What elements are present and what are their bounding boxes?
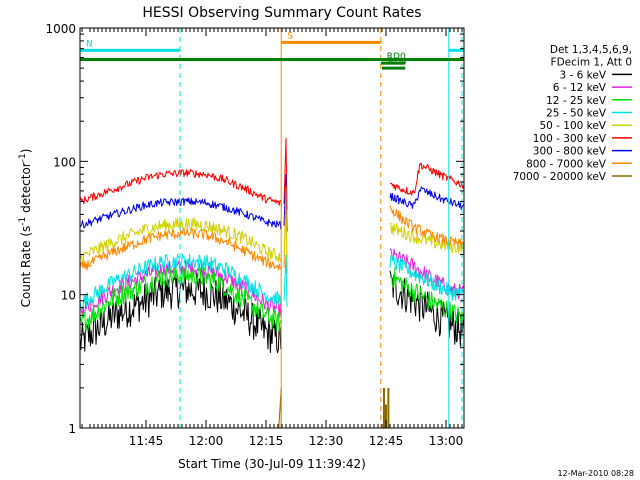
legend-entry-label: 12 - 25 keV <box>546 95 607 107</box>
status-bar-label: N <box>86 39 93 49</box>
high-energy-blip <box>383 387 385 428</box>
y-tick-label: 1000 <box>45 22 76 36</box>
legend-entry-label: 800 - 7000 keV <box>526 158 607 170</box>
x-tick-label: 13:00 <box>429 434 464 448</box>
series-line <box>389 162 465 196</box>
series-line <box>389 222 465 254</box>
y-tick-label: 1 <box>68 422 76 436</box>
x-tick-label: 11:45 <box>129 434 164 448</box>
series-line <box>79 227 282 271</box>
axes: 11:45 12:00 12:15 12:30 12:45 13:00 1 10 100 1000 <box>45 22 464 448</box>
y-axis-label: Count Rate (s-1 detector-1) <box>18 149 33 308</box>
y-axis-label-part: Count Rate (s <box>19 226 33 308</box>
series-line <box>79 264 283 332</box>
series-line <box>389 248 465 300</box>
x-axis-label: Start Time (30-Jul-09 11:39:42) <box>178 457 366 471</box>
status-bar <box>380 61 406 65</box>
legend-entry-label: 7000 - 20000 keV <box>513 171 607 183</box>
status-bar <box>80 48 180 52</box>
legend: Det 1,3,4,5,6,9,FDecim 1, Att 03 - 6 keV… <box>513 44 632 183</box>
y-tick-label: 10 <box>61 289 76 303</box>
legend-entry-label: 25 - 50 keV <box>546 108 607 120</box>
status-bar <box>80 58 464 62</box>
high-energy-blip <box>385 404 387 428</box>
series-5 <box>79 162 465 207</box>
y-tick-label: 100 <box>53 155 76 169</box>
series-line <box>389 268 465 325</box>
high-energy-blip <box>387 387 390 428</box>
series-2 <box>79 264 465 332</box>
series-7 <box>79 205 465 271</box>
x-tick-label: 12:30 <box>309 434 344 448</box>
legend-entry-label: 3 - 6 keV <box>559 69 606 81</box>
y-axis-label-end: ) <box>19 149 33 154</box>
status-bar <box>382 66 406 70</box>
chart-title: HESSI Observing Summary Count Rates <box>142 5 421 21</box>
series-line <box>389 254 464 301</box>
y-axis-label-sup2: -1 <box>18 153 28 162</box>
series-line <box>79 253 283 310</box>
plot-frame <box>79 27 465 429</box>
y-axis-label-sup: -1 <box>18 217 28 226</box>
y-axis-label-mid: detector <box>19 162 33 217</box>
x-tick-label: 12:45 <box>369 434 404 448</box>
series-line <box>79 197 283 230</box>
status-bar-label: RD0 <box>387 52 406 62</box>
series-line <box>389 186 465 210</box>
x-tick-label: 12:00 <box>189 434 224 448</box>
status-bar <box>281 40 381 44</box>
legend-entry-label: 100 - 300 keV <box>533 133 607 145</box>
flare-spike <box>283 254 288 307</box>
series-6 <box>79 186 465 230</box>
legend-entry-label: 300 - 800 keV <box>533 146 607 158</box>
flare-spike <box>283 214 288 264</box>
x-tick-label: 12:15 <box>249 434 284 448</box>
legend-entry-label: 6 - 12 keV <box>553 82 607 94</box>
series-line <box>79 271 283 354</box>
legend-header: Det 1,3,4,5,6,9, <box>550 44 632 56</box>
legend-entry-label: 50 - 100 keV <box>539 120 606 132</box>
legend-header: FDecim 1, Att 0 <box>551 57 632 69</box>
footer-timestamp: 12-Mar-2010 08:28 <box>558 469 635 478</box>
series-line <box>389 205 465 248</box>
status-bar-label: S <box>287 31 293 41</box>
series-line <box>79 168 283 207</box>
status-bar-label: RD4 <box>388 57 407 67</box>
series-3 <box>79 253 464 310</box>
status-bar <box>448 48 464 52</box>
